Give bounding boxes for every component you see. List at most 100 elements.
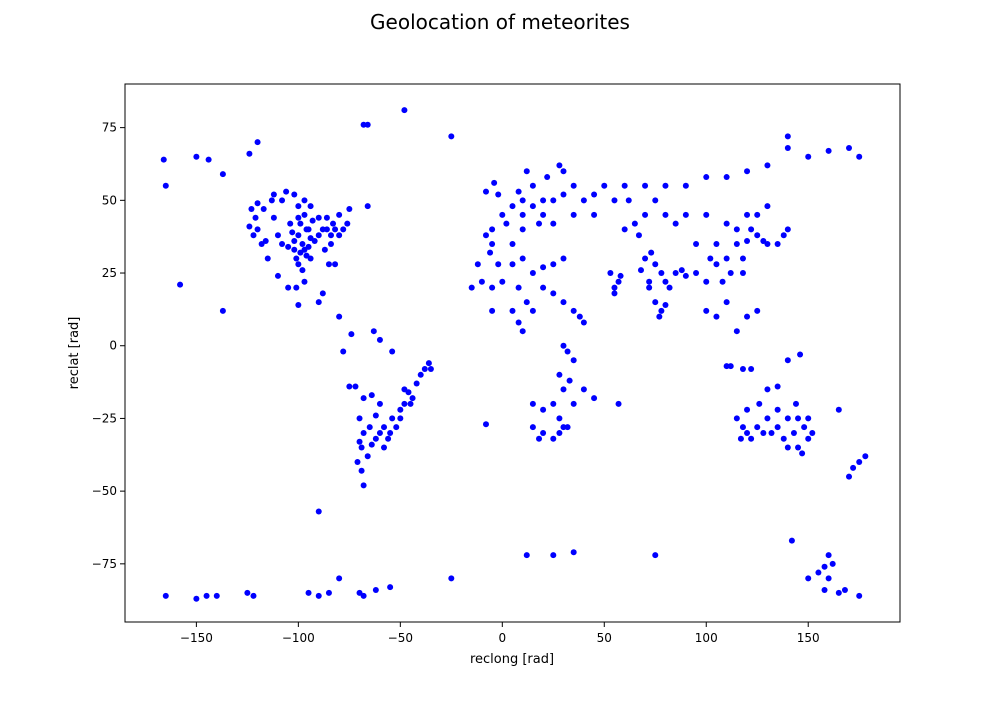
data-point [315, 214, 322, 221]
x-tick-label: 150 [797, 631, 820, 645]
data-point [648, 249, 655, 256]
data-point [739, 424, 746, 431]
data-point [372, 435, 379, 442]
data-point [550, 552, 557, 559]
data-point [821, 563, 828, 570]
data-point [784, 415, 791, 422]
data-point [850, 464, 857, 471]
data-point [556, 371, 563, 378]
data-point [652, 261, 659, 268]
data-point [821, 587, 828, 594]
data-point [621, 226, 628, 233]
data-point [421, 365, 428, 372]
data-point [774, 383, 781, 390]
data-point [825, 552, 832, 559]
data-point [301, 278, 308, 285]
data-point [503, 220, 510, 227]
data-point [784, 357, 791, 364]
data-point [303, 226, 310, 233]
data-point [764, 162, 771, 169]
y-tick-label: −50 [92, 484, 117, 498]
data-point [519, 328, 526, 335]
data-point [246, 150, 253, 157]
data-point [570, 357, 577, 364]
data-point [529, 307, 536, 314]
data-point [529, 270, 536, 277]
data-point [580, 319, 587, 326]
y-tick-label: 25 [102, 266, 117, 280]
data-point [425, 360, 432, 367]
data-point [764, 415, 771, 422]
data-point [523, 299, 530, 306]
data-point [564, 348, 571, 355]
data-point [474, 261, 481, 268]
data-point [295, 214, 302, 221]
data-point [764, 203, 771, 210]
data-point [297, 220, 304, 227]
data-point [693, 270, 700, 277]
x-tick-label: 0 [498, 631, 506, 645]
data-point [258, 240, 265, 247]
y-tick-label: 75 [102, 121, 117, 135]
data-point [376, 336, 383, 343]
data-point [203, 592, 210, 599]
data-point [780, 232, 787, 239]
data-point [666, 284, 673, 291]
data-point [529, 400, 536, 407]
data-point [417, 371, 424, 378]
data-point [744, 238, 751, 245]
data-point [489, 240, 496, 247]
data-point [784, 144, 791, 151]
data-point [662, 302, 669, 309]
data-point [323, 214, 330, 221]
data-point [519, 255, 526, 262]
data-point [523, 168, 530, 175]
data-point [250, 232, 257, 239]
data-point [682, 211, 689, 218]
data-point [519, 211, 526, 218]
data-point [727, 270, 734, 277]
data-point [509, 240, 516, 247]
data-point [672, 270, 679, 277]
data-point [801, 424, 808, 431]
data-point [621, 182, 628, 189]
data-point [739, 365, 746, 372]
data-point [315, 299, 322, 306]
data-point [468, 284, 475, 291]
data-point [713, 313, 720, 320]
data-point [617, 272, 624, 279]
data-point [536, 435, 543, 442]
data-point [491, 179, 498, 186]
data-point [723, 174, 730, 181]
data-point [193, 595, 200, 602]
data-point [737, 435, 744, 442]
data-point [540, 264, 547, 271]
data-point [381, 424, 388, 431]
data-point [336, 232, 343, 239]
data-point [358, 467, 365, 474]
data-point [788, 537, 795, 544]
data-point [327, 240, 334, 247]
data-point [642, 182, 649, 189]
data-point [205, 156, 212, 163]
data-point [287, 220, 294, 227]
data-point [570, 549, 577, 556]
data-point [805, 435, 812, 442]
data-point [739, 255, 746, 262]
data-point [301, 197, 308, 204]
data-point [529, 203, 536, 210]
data-point [682, 182, 689, 189]
data-point [368, 441, 375, 448]
data-point [346, 206, 353, 213]
data-point [856, 592, 863, 599]
data-point [285, 243, 292, 250]
data-point [299, 240, 306, 247]
data-point [254, 226, 261, 233]
data-point [160, 156, 167, 163]
data-point [499, 211, 506, 218]
data-point [489, 284, 496, 291]
data-point [625, 197, 632, 204]
data-point [540, 211, 547, 218]
data-point [774, 240, 781, 247]
